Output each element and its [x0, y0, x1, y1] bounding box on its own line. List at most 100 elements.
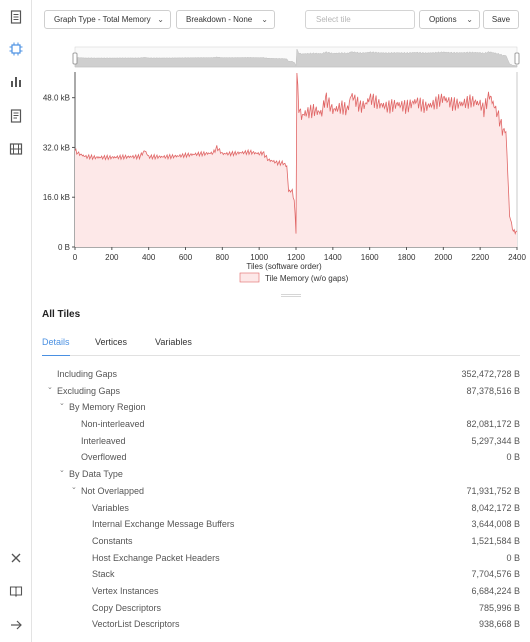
- tree-row-value: 785,996 B: [478, 602, 520, 613]
- bar-chart-icon[interactable]: [6, 72, 26, 92]
- film-icon[interactable]: [6, 139, 26, 159]
- select-tile-input[interactable]: [305, 10, 415, 29]
- tree-row-label: By Memory Region: [69, 402, 146, 413]
- tree-row-label: Interleaved: [81, 435, 126, 446]
- x-tick-label: 1200: [287, 253, 305, 262]
- legend-label: Tile Memory (w/o gaps): [265, 274, 349, 283]
- overview-brush[interactable]: [72, 46, 520, 68]
- resize-handle[interactable]: [281, 294, 301, 297]
- tree-row-label: Excluding Gaps: [57, 385, 121, 396]
- document-icon[interactable]: [6, 7, 26, 27]
- chevron-down-icon: ⌄: [466, 15, 473, 24]
- graph-type-dropdown[interactable]: Graph Type - Total Memory ⌄: [44, 10, 171, 29]
- arrow-right-icon[interactable]: [6, 615, 26, 635]
- tree-row-value: 8,042,172 B: [471, 502, 520, 513]
- tree-row-label: Stack: [92, 569, 115, 580]
- tree-row[interactable]: ⌄ Excluding Gaps 87,378,516 B: [33, 383, 520, 400]
- x-tick-label: 600: [179, 253, 193, 262]
- overview-series: [74, 48, 518, 68]
- tree-row-value: 938,668 B: [478, 619, 520, 630]
- tab-bar: Details Vertices Variables: [42, 337, 520, 356]
- breakdown-label: Breakdown - None: [186, 15, 253, 24]
- series-area: [75, 73, 517, 247]
- memory-tree: Including Gaps 352,472,728 B ⌄ Excluding Ga…: [33, 366, 520, 633]
- x-tick-label: 1000: [250, 253, 268, 262]
- main-panel: Graph Type - Total Memory ⌄ Breakdown - …: [33, 0, 530, 642]
- book-icon[interactable]: [6, 581, 26, 601]
- tree-row: Internal Exchange Message Buffers 3,644,0…: [33, 516, 520, 533]
- tree-row[interactable]: ⌄ By Memory Region: [33, 399, 520, 416]
- tree-row-value: 7,704,576 B: [471, 569, 520, 580]
- options-label: Options: [429, 15, 457, 24]
- tree-row-label: VectorList Descriptors: [92, 619, 180, 630]
- legend: Tile Memory (w/o gaps): [239, 272, 349, 283]
- tree-row[interactable]: ⌄ By Data Type: [33, 466, 520, 483]
- tree-row-value: 5,297,344 B: [471, 435, 520, 446]
- tree-row[interactable]: ⌄ Not Overlapped 71,931,752 B: [33, 483, 520, 500]
- x-tick-label: 1400: [324, 253, 342, 262]
- x-tick-label: 1800: [398, 253, 416, 262]
- chevron-down-icon: ⌄: [261, 15, 268, 24]
- section-title: All Tiles: [42, 309, 81, 320]
- breakdown-dropdown[interactable]: Breakdown - None ⌄: [176, 10, 275, 29]
- close-icon[interactable]: [6, 548, 26, 568]
- tree-row-label: Host Exchange Packet Headers: [92, 552, 220, 563]
- tree-row: Including Gaps 352,472,728 B: [33, 366, 520, 383]
- chevron-down-icon: ⌄: [157, 15, 164, 24]
- x-tick-label: 1600: [361, 253, 379, 262]
- chip-icon[interactable]: [6, 39, 26, 59]
- chevron-down-icon[interactable]: ⌄: [59, 467, 65, 475]
- tab-details[interactable]: Details: [42, 337, 70, 356]
- tree-row-value: 1,521,584 B: [471, 535, 520, 546]
- y-tick-label: 48.0 kB: [43, 94, 70, 103]
- x-tick-label: 400: [142, 253, 156, 262]
- tree-row-value: 71,931,752 B: [466, 485, 520, 496]
- x-tick-label: 2000: [434, 253, 452, 262]
- tab-vertices[interactable]: Vertices: [95, 337, 128, 347]
- tree-row-label: By Data Type: [69, 469, 123, 480]
- options-dropdown[interactable]: Options ⌄: [419, 10, 480, 29]
- tree-row-label: Variables: [92, 502, 129, 513]
- x-axis: 0 200 400 600 800 1000 1200 1400 1600 1800 2000 220…: [73, 247, 526, 262]
- tree-row-value: 82,081,172 B: [466, 419, 520, 430]
- graph-type-label: Graph Type - Total Memory: [54, 15, 151, 24]
- save-button[interactable]: Save: [483, 10, 519, 29]
- tree-row: Stack 7,704,576 B: [33, 566, 520, 583]
- brush-handle: [72, 52, 78, 65]
- list-document-icon[interactable]: [6, 106, 26, 126]
- tree-row: Non-interleaved 82,081,172 B: [33, 416, 520, 433]
- tree-row-value: 3,644,008 B: [471, 519, 520, 530]
- tree-row-label: Copy Descriptors: [92, 602, 162, 613]
- toolbar: Graph Type - Total Memory ⌄ Breakdown - …: [43, 10, 520, 30]
- tree-row-label: Non-interleaved: [81, 419, 145, 430]
- tree-row-label: Vertex Instances: [92, 585, 159, 596]
- x-tick-label: 2400: [508, 253, 526, 262]
- tree-row-label: Overflowed: [81, 452, 127, 463]
- tree-row-value: 0 B: [506, 552, 520, 563]
- chevron-down-icon[interactable]: ⌄: [47, 383, 53, 391]
- tab-variables[interactable]: Variables: [155, 337, 192, 347]
- tree-row-value: 352,472,728 B: [461, 369, 520, 379]
- plot-area: [74, 72, 518, 248]
- x-tick-label: 2200: [471, 253, 489, 262]
- chevron-down-icon[interactable]: ⌄: [71, 483, 77, 491]
- y-axis: 0 B 16.0 kB 32.0 kB 48.0 kB: [43, 94, 75, 252]
- tree-row: Host Exchange Packet Headers 0 B: [33, 550, 520, 567]
- memory-chart: 0 B 16.0 kB 32.0 kB 48.0 kB 0 200 400 600 800 10…: [43, 46, 526, 283]
- tree-row: VectorList Descriptors 938,668 B: [33, 616, 520, 633]
- tree-row-label: Constants: [92, 535, 133, 546]
- legend-swatch: [239, 272, 260, 283]
- tree-row: Interleaved 5,297,344 B: [33, 433, 520, 450]
- tree-row-value: 6,684,224 B: [471, 585, 520, 596]
- sidebar: [0, 0, 32, 642]
- tree-row: Vertex Instances 6,684,224 B: [33, 583, 520, 600]
- tree-row-value: 87,378,516 B: [466, 385, 520, 396]
- y-tick-label: 0 B: [58, 243, 70, 252]
- tree-row-value: 0 B: [506, 452, 520, 463]
- chevron-down-icon[interactable]: ⌄: [59, 400, 65, 408]
- tree-row: Copy Descriptors 785,996 B: [33, 600, 520, 617]
- tree-row: Variables 8,042,172 B: [33, 500, 520, 517]
- x-tick-label: 200: [105, 253, 119, 262]
- series-line: [74, 72, 518, 235]
- y-tick-label: 16.0 kB: [43, 193, 70, 202]
